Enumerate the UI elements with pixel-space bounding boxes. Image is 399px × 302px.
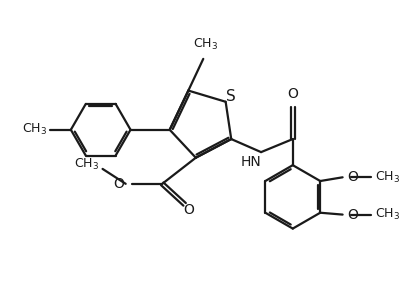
Text: CH$_3$: CH$_3$	[375, 207, 399, 222]
Text: S: S	[225, 89, 235, 104]
Text: O: O	[183, 203, 194, 217]
Text: CH$_3$: CH$_3$	[193, 37, 218, 52]
Text: HN: HN	[240, 155, 261, 169]
Text: O: O	[287, 87, 298, 101]
Text: CH$_3$: CH$_3$	[74, 157, 99, 172]
Text: O: O	[348, 207, 358, 222]
Text: CH$_3$: CH$_3$	[22, 122, 47, 137]
Text: CH$_3$: CH$_3$	[375, 170, 399, 185]
Text: O: O	[348, 170, 358, 184]
Text: O: O	[113, 177, 124, 191]
